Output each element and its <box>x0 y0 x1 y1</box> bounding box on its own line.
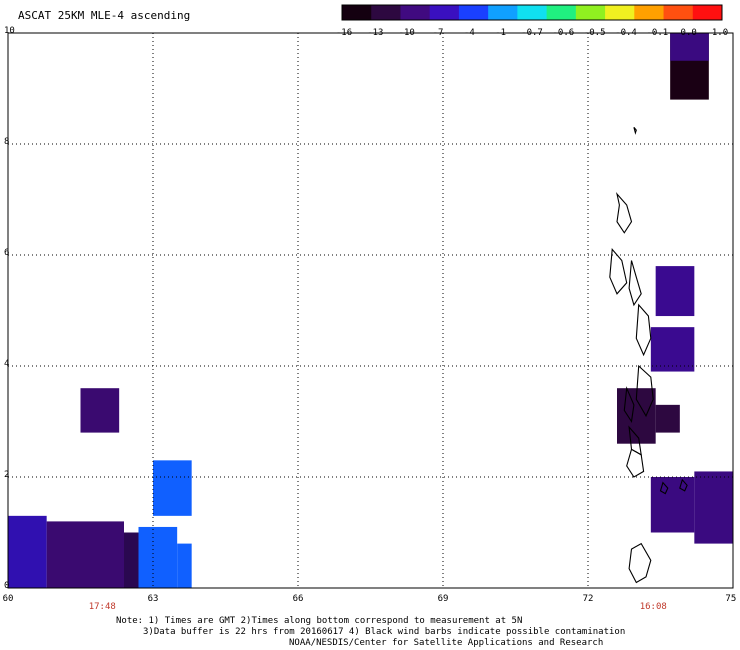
data-cell <box>177 543 192 588</box>
colorbar-swatch <box>458 5 489 20</box>
colorbar-swatch <box>517 5 548 20</box>
colorbar-label: -10 <box>398 28 415 38</box>
colorbar-label: -0.1 <box>646 28 669 38</box>
x-tick-label: 69 <box>437 594 449 604</box>
data-cell <box>650 477 695 533</box>
note-line-3: NOAA/NESDIS/Center for Satellite Applica… <box>289 638 604 648</box>
y-tick-label: 6 <box>4 248 10 258</box>
colorbar-swatch <box>663 5 694 20</box>
y-tick-label: 4 <box>4 359 10 369</box>
x-tick-label: 60 <box>2 594 14 604</box>
data-cell <box>80 388 120 433</box>
x-tick-label: 72 <box>582 594 594 604</box>
map-title: ASCAT 25KM MLE-4 ascending <box>18 9 191 22</box>
coastline-atoll <box>626 448 645 478</box>
y-tick-label: 8 <box>4 137 10 147</box>
data-cell <box>8 515 47 588</box>
colorbar-swatch <box>634 5 665 20</box>
data-cell <box>46 521 124 588</box>
colorbar-swatch <box>371 5 401 20</box>
colorbar-frame <box>341 4 723 21</box>
note-line-2: 3)Data buffer is 22 hrs from 20160617 4)… <box>143 627 626 637</box>
data-cell <box>138 526 178 588</box>
colorbar-label: 1.0 <box>711 28 729 38</box>
colorbar-swatch <box>342 5 372 20</box>
colorbar-label: -4 <box>463 28 475 38</box>
data-cell <box>655 404 680 433</box>
colorbar-label: -0.5 <box>583 28 606 38</box>
coastline-atoll <box>628 542 652 584</box>
colorbar-label: -7 <box>432 28 444 38</box>
coastline-atoll <box>628 260 642 307</box>
x-tick-label: 66 <box>292 594 304 604</box>
y-tick-label: 10 <box>4 26 15 36</box>
colorbar-label: -0.6 <box>552 28 575 38</box>
coastline-atoll <box>616 192 633 234</box>
colorbar-label: -0.7 <box>521 28 543 38</box>
colorbar-swatch <box>429 5 460 20</box>
coastline-atoll <box>679 478 688 492</box>
colorbar-label: -1 <box>495 28 507 38</box>
pass-time-label: 17:48 <box>88 602 116 612</box>
x-tick-label: 63 <box>147 594 159 604</box>
coastline-atoll <box>635 303 652 357</box>
colorbar-swatch <box>546 5 577 20</box>
coastline-atoll <box>633 126 637 135</box>
colorbar-swatch <box>400 5 431 20</box>
coastline-atoll <box>659 481 669 495</box>
note-line-1: Note: 1) Times are GMT 2)Times along bot… <box>116 616 523 626</box>
y-tick-label: 2 <box>4 470 10 480</box>
map-frame <box>7 32 734 589</box>
colorbar-swatch <box>488 5 518 20</box>
coastline-atoll <box>635 364 654 418</box>
pass-time-label: 16:08 <box>639 602 667 612</box>
colorbar-swatch <box>605 5 635 20</box>
colorbar-label: -0.4 <box>615 28 637 38</box>
colorbar-swatch <box>692 5 723 20</box>
data-cell <box>650 327 695 372</box>
x-tick-label: 75 <box>725 594 737 604</box>
data-cell <box>694 471 733 544</box>
colorbar-label: -16 <box>335 28 353 38</box>
coastline-atoll <box>609 248 628 295</box>
colorbar-swatch <box>575 5 606 20</box>
data-cell <box>153 460 192 516</box>
data-cell <box>670 33 709 61</box>
colorbar-label: -13 <box>367 28 384 38</box>
coastline-atoll <box>623 386 635 424</box>
data-cell <box>655 266 695 317</box>
colorbar-label: 0.0 <box>680 28 697 38</box>
y-tick-label: 0 <box>4 581 10 591</box>
